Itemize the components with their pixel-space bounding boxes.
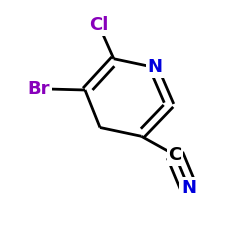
Text: C: C	[168, 146, 181, 164]
Text: N: N	[148, 58, 162, 76]
Text: N: N	[181, 179, 196, 197]
Text: Cl: Cl	[89, 16, 108, 34]
Text: Br: Br	[28, 80, 50, 98]
